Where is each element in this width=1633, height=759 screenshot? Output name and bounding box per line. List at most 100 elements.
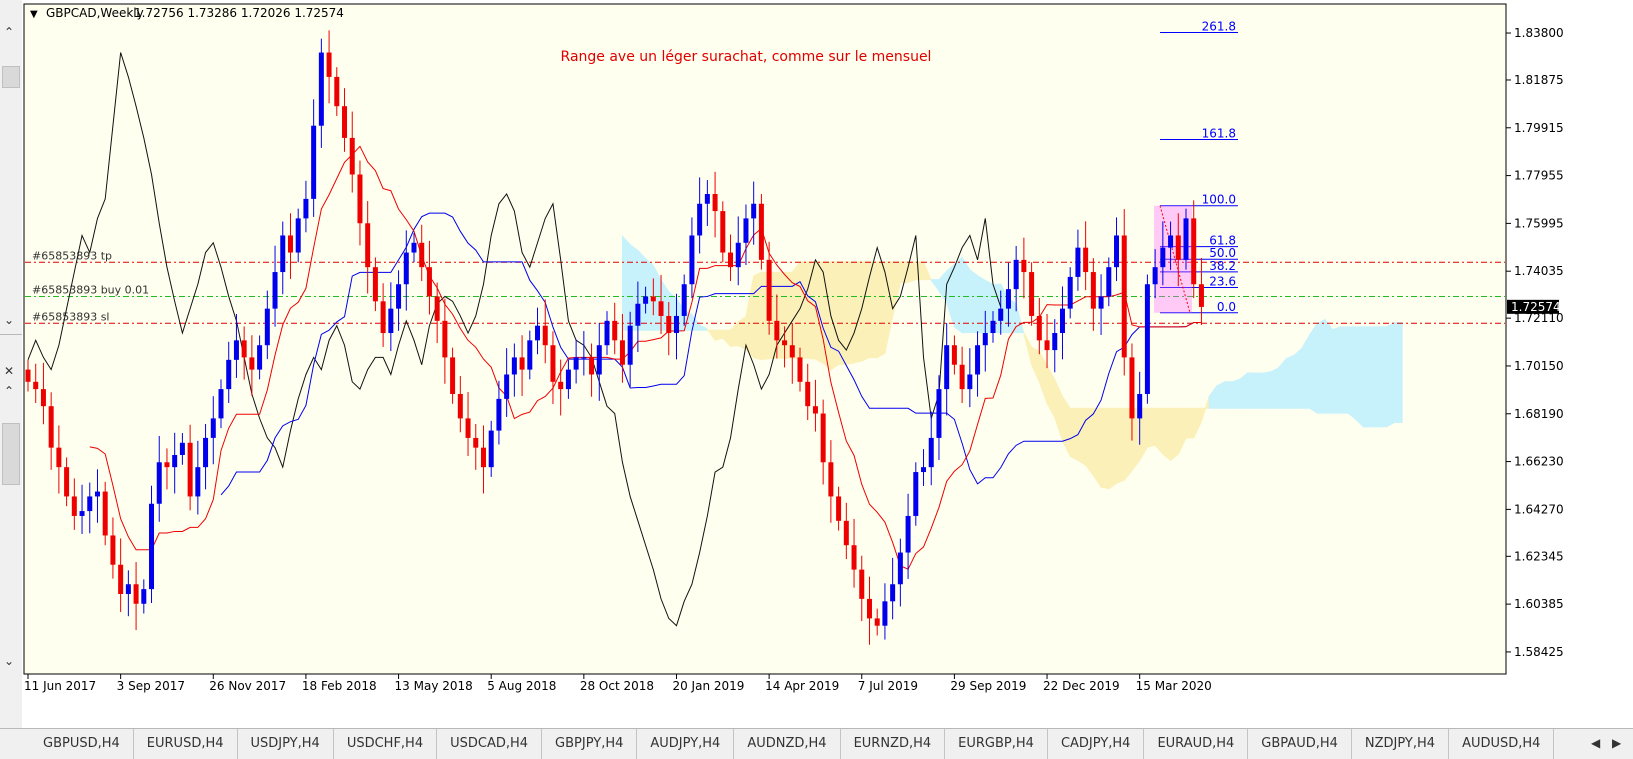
chart-canvas[interactable]: #65853893 tp #65853893 buy 0.01 #65853893 …: [22, 0, 1633, 728]
candle-body: [874, 618, 880, 626]
symbol-tab[interactable]: AUDJPY,H4: [637, 729, 735, 759]
candle: [257, 335, 263, 380]
symbol-tab[interactable]: EURNZD,H4: [841, 729, 946, 759]
candle: [40, 362, 46, 425]
candle: [334, 67, 340, 116]
symbol-tab[interactable]: EURGBP,H4: [945, 729, 1048, 759]
cloud-segment: [1092, 407, 1102, 489]
symbol-tab[interactable]: GBPAUD,H4: [1248, 729, 1352, 759]
candle-body: [527, 340, 533, 370]
cloud-segment: [737, 315, 747, 351]
candle: [473, 424, 479, 470]
candle-body: [141, 589, 147, 604]
candle: [411, 233, 417, 263]
symbol-tab[interactable]: USDCAD,H4: [437, 729, 543, 759]
candle-body: [882, 601, 888, 626]
candle: [673, 293, 679, 360]
candle: [264, 290, 270, 360]
candle: [859, 555, 865, 622]
candle-body: [650, 296, 656, 302]
candle-body: [565, 369, 571, 390]
candle: [287, 213, 293, 279]
symbol-tab[interactable]: AUDUSD,H4: [1449, 729, 1555, 759]
symbol-tab[interactable]: CADJPY,H4: [1048, 729, 1145, 759]
candle: [689, 217, 695, 299]
candle-body: [1168, 235, 1174, 248]
candle: [782, 326, 788, 368]
candle: [1083, 221, 1089, 291]
candle: [33, 363, 39, 404]
scroll-up-arrow-icon-2[interactable]: ⌃: [4, 384, 15, 398]
candle-body: [164, 462, 170, 468]
candle-body: [179, 442, 185, 455]
scrollbar-thumb-top[interactable]: [2, 66, 20, 88]
close-icon[interactable]: ✕: [4, 364, 15, 378]
candle: [1183, 208, 1189, 270]
candle: [342, 88, 348, 152]
symbol-tab[interactable]: GBPUSD,H4: [30, 729, 134, 759]
candle-body: [504, 374, 510, 399]
tab-scroll-left-icon[interactable]: ◀: [1591, 736, 1601, 750]
candle-body: [905, 515, 911, 553]
order-label: #65853893 buy 0.01: [32, 283, 149, 296]
cloud-segment: [1363, 326, 1372, 428]
candle: [565, 359, 571, 399]
candle: [1152, 249, 1158, 299]
candle: [280, 221, 286, 295]
cloud-segment: [1324, 318, 1334, 414]
cloud-segment: [1162, 407, 1172, 462]
candle: [1129, 343, 1135, 441]
symbol-tab[interactable]: EURAUD,H4: [1144, 729, 1249, 759]
candle: [758, 194, 764, 270]
candle-body: [820, 413, 826, 463]
candle-body: [457, 394, 463, 419]
symbol-tab[interactable]: GBPJPY,H4: [542, 729, 638, 759]
symbol-tab[interactable]: AUDNZD,H4: [734, 729, 841, 759]
cloud-segment: [868, 261, 878, 359]
chart-annotation: Range ave un léger surachat, comme sur l…: [561, 49, 932, 65]
scroll-down-arrow-icon[interactable]: ⌄: [4, 313, 15, 327]
candle-body: [673, 315, 679, 334]
candle: [110, 517, 116, 579]
candle-body: [928, 437, 934, 468]
candle: [573, 339, 579, 384]
candle: [365, 201, 371, 294]
cloud-segment: [1146, 407, 1156, 448]
candle: [1052, 319, 1058, 373]
candle-body: [1067, 276, 1073, 309]
fib-trend-line: [1159, 205, 1191, 313]
candle-body: [728, 252, 734, 268]
x-tick-label: 22 Dec 2019: [1043, 679, 1120, 693]
symbol-tab[interactable]: NZDJPY,H4: [1352, 729, 1450, 759]
symbol-menu-triangle-icon[interactable]: ▼: [30, 9, 38, 20]
cloud-segment: [1347, 326, 1357, 421]
candle: [975, 331, 981, 397]
scrollbar-thumb-bottom[interactable]: [2, 423, 20, 485]
x-tick-label: 11 Jun 2017: [24, 679, 96, 693]
candle-body: [1121, 235, 1127, 358]
x-tick-label: 5 Aug 2018: [487, 679, 556, 693]
symbol-tab[interactable]: USDJPY,H4: [238, 729, 334, 759]
candle-body: [264, 308, 270, 346]
candle: [774, 294, 780, 359]
candle-body: [944, 345, 950, 390]
left-panel-strip: ⌃ ⌄ ✕ ⌃ ⌄: [0, 0, 23, 728]
scroll-up-arrow-icon[interactable]: ⌃: [4, 25, 15, 39]
candle-body: [434, 296, 440, 321]
symbol-tab[interactable]: EURUSD,H4: [134, 729, 238, 759]
symbol-tab[interactable]: USDCHF,H4: [334, 729, 438, 759]
scroll-down-arrow-icon-2[interactable]: ⌄: [4, 654, 15, 668]
candle-body: [334, 76, 340, 107]
cloud-segment: [1154, 407, 1164, 456]
tab-scroll-right-icon[interactable]: ▶: [1612, 736, 1622, 750]
x-tick-label: 18 Feb 2018: [302, 679, 377, 693]
candle-body: [782, 340, 788, 346]
y-tick-label: 1.79915: [1514, 121, 1564, 135]
cloud-segment: [1386, 321, 1395, 428]
candle-body: [118, 564, 124, 594]
candle-body: [1013, 259, 1019, 290]
candle-body: [581, 357, 587, 359]
candle: [1191, 200, 1197, 299]
candle-body: [203, 437, 209, 468]
candle: [882, 583, 888, 640]
